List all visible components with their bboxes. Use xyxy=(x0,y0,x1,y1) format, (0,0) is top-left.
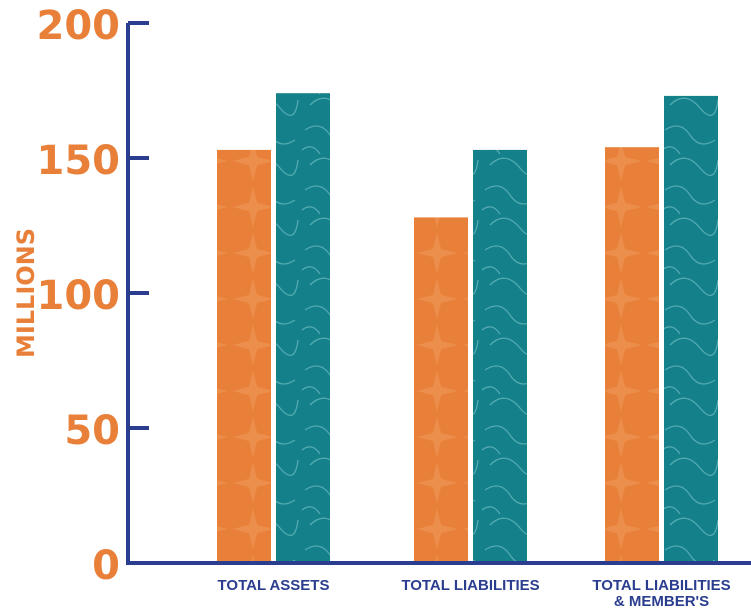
y-tick-label: 50 xyxy=(64,408,120,454)
bar-series-2-1 xyxy=(276,93,330,561)
y-tick-label: 100 xyxy=(37,273,121,319)
bar-series-2-2 xyxy=(473,149,527,561)
bars xyxy=(217,93,718,562)
bar-series-1-2 xyxy=(414,217,468,561)
bar-series-1-3 xyxy=(605,147,659,561)
bar-series-1-1 xyxy=(217,149,271,561)
bar-series-2-3 xyxy=(664,95,718,562)
x-tick-label: TOTAL ASSETS xyxy=(218,577,330,594)
x-tick-labels: TOTAL ASSETS TOTAL LIABILITIES TOTAL LIABI… xyxy=(218,577,731,610)
y-ticks: 0 50 100 150 200 xyxy=(37,3,149,589)
x-tick-label: TOTAL LIABILITIES xyxy=(592,577,730,594)
x-tick-label: TOTAL LIABILITIES xyxy=(401,577,539,594)
y-tick-label: 0 xyxy=(92,543,120,589)
y-tick-label: 200 xyxy=(37,3,121,49)
x-tick-label: & MEMBER'S xyxy=(614,593,709,610)
y-tick-label: 150 xyxy=(37,138,121,184)
y-axis-title: MILLIONS xyxy=(12,228,40,358)
